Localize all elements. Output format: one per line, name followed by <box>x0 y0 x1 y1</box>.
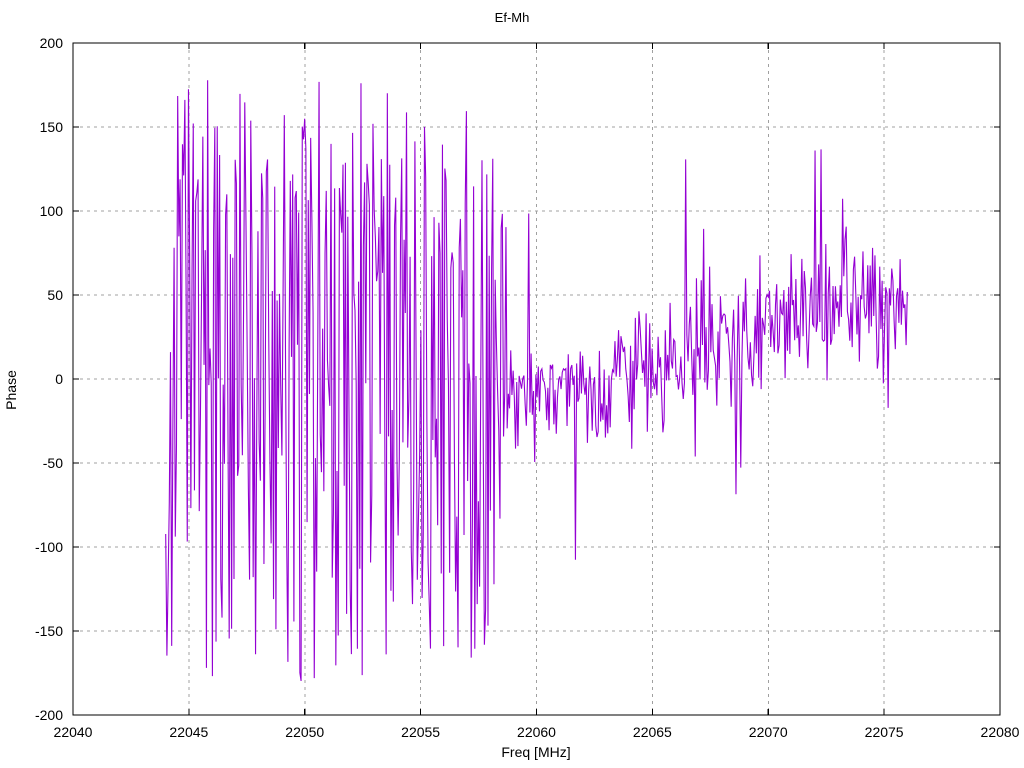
chart-title: Ef-Mh <box>495 10 530 25</box>
x-tick-label: 22040 <box>54 724 93 740</box>
x-tick-label: 22075 <box>865 724 904 740</box>
x-axis-title: Freq [MHz] <box>501 744 570 760</box>
y-tick-label: 150 <box>40 119 64 135</box>
x-tick-label: 22065 <box>633 724 672 740</box>
y-tick-label: -100 <box>35 539 63 555</box>
y-tick-label: 0 <box>55 371 63 387</box>
y-axis-tick-labels: -200 -150 -100 -50 0 50 100 150 200 <box>35 35 63 723</box>
plot-frame <box>72 42 1001 716</box>
y-axis-title: Phase <box>3 370 19 410</box>
x-tick-label: 22050 <box>285 724 324 740</box>
y-tick-label: 100 <box>40 203 64 219</box>
x-axis-tick-labels: 22040 22045 22050 22055 22060 22065 22070 22075… <box>54 724 1020 740</box>
y-tick-label: -150 <box>35 623 63 639</box>
y-tick-label: -50 <box>43 455 63 471</box>
x-tick-label: 22055 <box>401 724 440 740</box>
x-tick-label: 22060 <box>517 724 556 740</box>
x-tick-label: 22070 <box>749 724 788 740</box>
x-tick-label: 22045 <box>169 724 208 740</box>
x-tick-label: 22080 <box>981 724 1020 740</box>
y-tick-label: -200 <box>35 707 63 723</box>
y-tick-label: 50 <box>47 287 63 303</box>
y-tick-label: 200 <box>40 35 64 51</box>
phase-data-series <box>165 80 908 682</box>
